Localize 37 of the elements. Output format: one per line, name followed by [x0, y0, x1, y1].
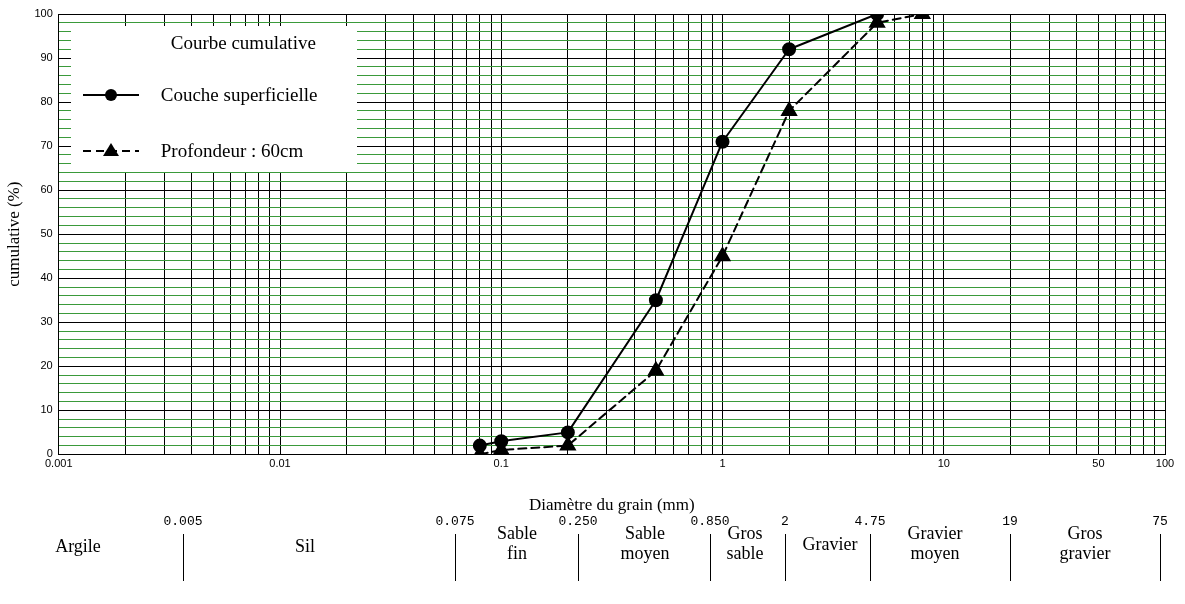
y-tick-label: 20 [40, 359, 53, 372]
y-tick-label: 80 [40, 95, 53, 108]
text: 19 [1002, 514, 1018, 529]
legend-label: Profondeur : 60cm [160, 140, 304, 162]
text: Sable fin [496, 523, 538, 563]
x-tick-label: 100 [1155, 457, 1175, 470]
legend-label: Couche superficielle [160, 84, 318, 106]
y-tick-label: 100 [34, 7, 53, 20]
text: Gravier [801, 534, 859, 554]
x-tick-label: 50 [1092, 457, 1105, 470]
y-tick-label: 70 [40, 139, 53, 152]
y-tick-label: 50 [40, 227, 53, 240]
text: 75 [1152, 514, 1168, 529]
x-tick-label: 0.01 [269, 457, 291, 470]
text: Gros gravier [1058, 523, 1112, 563]
y-tick-label: 0 [46, 447, 53, 460]
y-tick-label: 10 [40, 403, 53, 416]
text: Sable moyen [619, 523, 671, 563]
text: Argile [54, 536, 102, 556]
x-tick-label: 10 [937, 457, 950, 470]
y-tick-label: 60 [40, 183, 53, 196]
text: 4.75 [854, 514, 886, 529]
text: 0.250 [558, 514, 598, 529]
y-axis-title: cumulative (%) [3, 181, 23, 287]
text: 0.005 [163, 514, 203, 529]
text: Gravier moyen [906, 523, 964, 563]
y-tick-label: 30 [40, 315, 53, 328]
text: 2 [781, 514, 789, 529]
x-axis-title: Diamètre du grain (mm) [529, 495, 695, 515]
text: 0.075 [435, 514, 475, 529]
x-tick-label: 0.001 [44, 457, 73, 470]
x-tick-label: 0.1 [493, 457, 509, 470]
text: Sil [294, 536, 316, 556]
y-tick-label: 90 [40, 51, 53, 64]
x-tick-label: 1 [719, 457, 726, 470]
legend-title: Courbe cumulative [170, 32, 318, 54]
y-tick-label: 40 [40, 271, 53, 284]
